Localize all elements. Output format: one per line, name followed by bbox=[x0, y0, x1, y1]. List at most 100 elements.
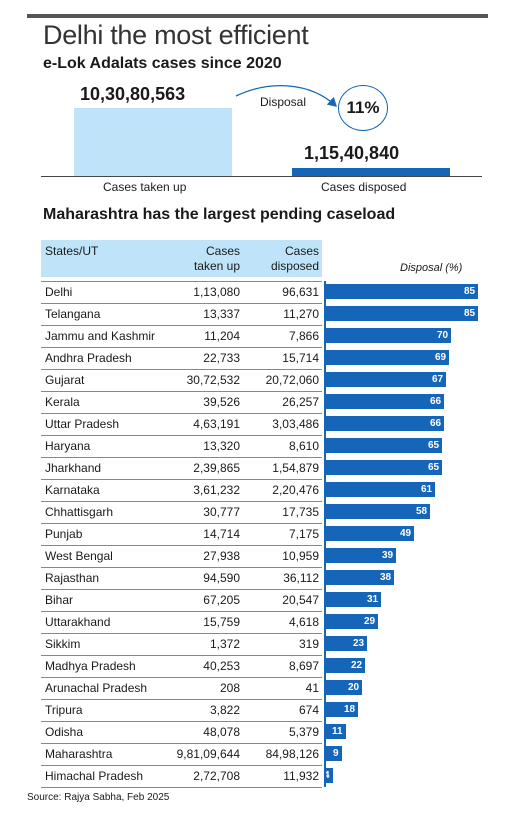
disposal-bar bbox=[326, 592, 381, 607]
cases-disposed-cell: 20,72,060 bbox=[265, 373, 319, 387]
disposal-bar bbox=[326, 526, 414, 541]
disposal-bar bbox=[326, 724, 346, 739]
disposal-bar bbox=[326, 438, 442, 453]
row-divider bbox=[41, 545, 322, 546]
disposal-percent-badge: 11% bbox=[338, 85, 388, 131]
state-name: Punjab bbox=[45, 527, 83, 541]
disposal-bar-label: 29 bbox=[364, 616, 376, 627]
disposal-bar-label: 11 bbox=[332, 726, 343, 737]
row-divider bbox=[41, 523, 322, 524]
cases-taken-up-cell: 1,372 bbox=[209, 637, 240, 651]
disposal-bar bbox=[326, 416, 444, 431]
row-divider bbox=[41, 655, 322, 656]
overview-title: e-Lok Adalats cases since 2020 bbox=[43, 55, 282, 72]
cases-taken-up-cell: 22,733 bbox=[203, 351, 240, 365]
cases-taken-up-cell: 30,72,532 bbox=[186, 373, 240, 387]
row-divider bbox=[41, 435, 322, 436]
row-divider bbox=[41, 347, 322, 348]
disposal-bar-label: 20 bbox=[348, 682, 360, 693]
cases-taken-up-cell: 2,72,708 bbox=[193, 769, 240, 783]
state-name: Andhra Pradesh bbox=[45, 351, 132, 365]
table-header bbox=[41, 240, 322, 277]
disposal-bar-label: 69 bbox=[435, 352, 447, 363]
row-divider bbox=[41, 567, 322, 568]
col-header-disposal-pct: Disposal (%) bbox=[400, 262, 463, 274]
cases-disposed-cell: 11,932 bbox=[283, 769, 319, 783]
top-rule bbox=[27, 14, 488, 18]
cases-disposed-cell: 20,547 bbox=[282, 593, 319, 607]
disposal-bar-label: 67 bbox=[432, 374, 444, 385]
state-name: Uttarakhand bbox=[45, 615, 111, 629]
cases-taken-up-cell: 3,822 bbox=[209, 703, 240, 717]
cases-disposed-cell: 84,98,126 bbox=[265, 747, 319, 761]
disposal-bar-label: 22 bbox=[351, 660, 363, 671]
cases-taken-up-cell: 13,337 bbox=[203, 307, 240, 321]
disposal-bar-label: 49 bbox=[400, 528, 412, 539]
cases-taken-up-cell: 208 bbox=[219, 681, 240, 695]
cases-taken-up-cell: 2,39,865 bbox=[193, 461, 240, 475]
cases-taken-up-cell: 39,526 bbox=[203, 395, 240, 409]
cases-disposed-cell: 674 bbox=[298, 703, 319, 717]
disposal-bar bbox=[326, 548, 396, 563]
row-divider bbox=[41, 281, 322, 282]
cases-taken-up-cell: 1,13,080 bbox=[193, 285, 240, 299]
disposal-bar bbox=[326, 658, 365, 673]
chart-axis bbox=[324, 281, 326, 787]
cases-taken-up-cell: 9,81,09,644 bbox=[176, 747, 240, 761]
disposal-arrow-label: Disposal bbox=[258, 95, 309, 109]
disposal-bar bbox=[326, 746, 342, 761]
cases-taken-up-cell: 3,61,232 bbox=[193, 483, 240, 497]
table-title: Maharashtra has the largest pending case… bbox=[43, 206, 396, 223]
row-divider bbox=[41, 743, 322, 744]
cases-taken-up-bar bbox=[74, 108, 232, 176]
cases-taken-up-cell: 14,714 bbox=[203, 527, 240, 541]
cases-disposed-cell: 96,631 bbox=[282, 285, 319, 299]
row-divider bbox=[41, 303, 322, 304]
cases-disposed-cell: 3,03,486 bbox=[272, 417, 319, 431]
row-divider bbox=[41, 589, 322, 590]
state-name: Gujarat bbox=[45, 373, 85, 387]
state-name: Haryana bbox=[45, 439, 91, 453]
state-name: Odisha bbox=[45, 725, 84, 739]
state-name: Uttar Pradesh bbox=[45, 417, 120, 431]
cases-disposed-cell: 8,610 bbox=[288, 439, 319, 453]
cases-taken-up-cell: 27,938 bbox=[203, 549, 240, 563]
cases-disposed-cell: 15,714 bbox=[282, 351, 319, 365]
disposal-bar bbox=[326, 372, 446, 387]
cases-taken-up-cell: 67,205 bbox=[203, 593, 240, 607]
disposal-bar bbox=[326, 394, 444, 409]
row-divider bbox=[41, 611, 322, 612]
cases-disposed-cell: 319 bbox=[298, 637, 319, 651]
state-name: Chhattisgarh bbox=[45, 505, 114, 519]
disposal-percent-value: 11% bbox=[346, 98, 380, 117]
source-note: Source: Rajya Sabha, Feb 2025 bbox=[27, 792, 170, 803]
row-divider bbox=[41, 765, 322, 766]
disposal-bar bbox=[326, 636, 367, 651]
disposal-bar bbox=[326, 460, 442, 475]
state-name: Madhya Pradesh bbox=[45, 659, 136, 673]
disposal-bar-label: 38 bbox=[380, 572, 392, 583]
cases-disposed-cell: 10,959 bbox=[282, 549, 319, 563]
cases-taken-up-cell: 4,63,191 bbox=[193, 417, 240, 431]
cases-taken-up-cell: 40,253 bbox=[203, 659, 240, 673]
disposal-bar bbox=[326, 306, 478, 321]
disposal-bar-label: 39 bbox=[382, 550, 394, 561]
disposal-bar bbox=[326, 482, 435, 497]
state-name: Sikkim bbox=[45, 637, 81, 651]
col-header-disposed-line1: Cases bbox=[284, 244, 319, 258]
state-name: Karnataka bbox=[45, 483, 100, 497]
disposal-bar-label: 18 bbox=[344, 704, 356, 715]
cases-disposed-cell: 36,112 bbox=[283, 571, 319, 585]
state-name: West Bengal bbox=[45, 549, 113, 563]
cases-disposed-cell: 5,379 bbox=[288, 725, 319, 739]
disposal-bar-label: 31 bbox=[367, 594, 379, 605]
disposal-bar-label: 66 bbox=[430, 418, 442, 429]
row-divider bbox=[41, 457, 322, 458]
disposal-bar-label: 85 bbox=[464, 286, 476, 297]
cases-taken-up-label: Cases taken up bbox=[103, 180, 187, 194]
disposal-bar bbox=[326, 350, 449, 365]
disposal-bar bbox=[326, 768, 333, 783]
disposal-bar-label: 9 bbox=[333, 748, 339, 759]
state-name: Tripura bbox=[45, 703, 83, 717]
disposal-bar-label: 66 bbox=[430, 396, 442, 407]
